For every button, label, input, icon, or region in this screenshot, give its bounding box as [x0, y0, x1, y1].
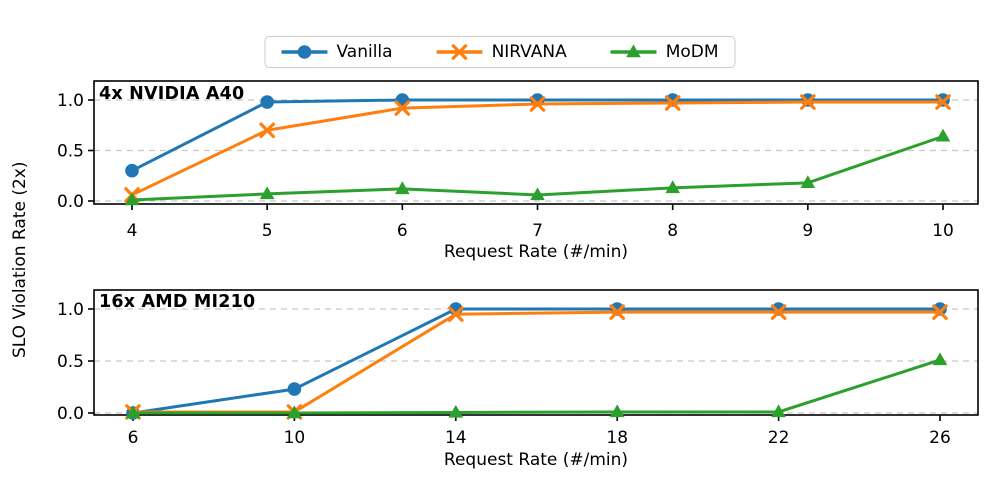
x-marker-icon — [448, 306, 464, 322]
x-marker-icon — [451, 44, 468, 60]
legend: Vanilla NIRVANA MoDM — [264, 36, 736, 68]
circle-marker-icon — [125, 163, 139, 178]
x-tick-label: 6 — [128, 428, 139, 448]
legend-label-modm: MoDM — [665, 42, 719, 62]
x-tick-label: 4 — [127, 221, 138, 241]
axes-spines — [93, 80, 979, 205]
x-tick-label: 10 — [932, 221, 954, 241]
legend-label-nirvana: NIRVANA — [491, 42, 567, 62]
x-marker-icon — [664, 95, 681, 111]
chart-title-mi210: 16x AMD MI210 — [99, 292, 256, 312]
series-nirvana — [125, 304, 948, 420]
x-tick-label: 26 — [929, 428, 951, 448]
chart-title-a40: 4x NVIDIA A40 — [99, 84, 245, 104]
triangle-marker-icon — [125, 405, 141, 419]
x-axis-label-a40: Request Rate (#/min) — [443, 242, 629, 262]
triangle-marker-icon — [800, 175, 816, 189]
chart-4x-nvidia-a40: 4 5 6 7 8 9 10 0.0 0.5 1.0 — [57, 80, 979, 241]
circle-marker-icon — [260, 95, 274, 109]
x-tick-label: 9 — [802, 221, 813, 241]
series-modm — [125, 352, 948, 419]
x-marker-icon — [394, 100, 411, 116]
series-vanilla — [126, 302, 947, 420]
circle-marker-icon — [287, 382, 302, 396]
triangle-marker-icon — [287, 405, 302, 419]
x-marker-icon — [770, 304, 787, 320]
triangle-marker-icon — [935, 128, 951, 142]
series-line — [131, 307, 942, 415]
x-axis-label-mi210: Request Rate (#/min) — [443, 450, 629, 470]
x-marker-icon — [935, 94, 951, 110]
legend-item-nirvana: NIRVANA — [436, 41, 567, 63]
x-marker-icon — [529, 96, 546, 112]
chart-16x-amd-mi210: 6 10 14 18 22 26 0.0 0.5 1.0 — [57, 289, 979, 448]
circle-marker-icon — [297, 45, 312, 59]
triangle-marker-icon — [771, 404, 786, 418]
x-tick-label: 10 — [284, 428, 306, 448]
axes-spines — [93, 289, 979, 416]
triangle-marker-icon — [124, 192, 140, 206]
y-tick-label: 1.0 — [57, 300, 84, 320]
series-line — [130, 100, 945, 197]
x-tick-label: 22 — [768, 428, 790, 448]
x-tick-label: 14 — [445, 428, 467, 448]
legend-label-vanilla: Vanilla — [336, 42, 393, 62]
series-modm — [124, 128, 951, 206]
triangle-marker-icon — [626, 44, 642, 58]
x-marker-icon — [932, 304, 948, 320]
triangle-marker-icon — [530, 187, 545, 201]
y-axis-label: SLO Violation Rate (2x) — [10, 161, 30, 359]
x-marker-icon — [436, 44, 483, 60]
legend-item-modm: MoDM — [610, 41, 719, 63]
x-marker-icon — [800, 94, 816, 110]
x-tick-label: 5 — [262, 221, 273, 241]
x-marker-icon — [609, 304, 625, 320]
x-tick-label: 8 — [667, 221, 678, 241]
triangle-marker-icon — [609, 404, 625, 418]
triangle-marker-icon — [665, 180, 680, 194]
series-nirvana — [124, 94, 951, 203]
x-marker-icon — [259, 122, 275, 139]
x-tick-label: 6 — [397, 221, 408, 241]
y-tick-label: 1.0 — [57, 91, 84, 111]
y-tick-label: 0.0 — [57, 404, 84, 424]
triangle-marker-icon — [932, 352, 948, 366]
triangle-marker-icon — [610, 44, 657, 58]
legend-item-vanilla: Vanilla — [281, 41, 393, 63]
triangle-marker-icon — [259, 186, 275, 200]
series-line — [131, 358, 942, 415]
x-tick-label: 7 — [532, 221, 543, 241]
y-tick-label: 0.5 — [57, 352, 84, 372]
x-tick-label: 18 — [606, 428, 628, 448]
y-tick-label: 0.0 — [57, 192, 84, 212]
circle-marker-icon — [281, 45, 328, 59]
y-tick-label: 0.5 — [57, 142, 84, 162]
triangle-marker-icon — [448, 404, 464, 418]
series-line — [131, 310, 942, 414]
triangle-marker-icon — [395, 181, 410, 195]
